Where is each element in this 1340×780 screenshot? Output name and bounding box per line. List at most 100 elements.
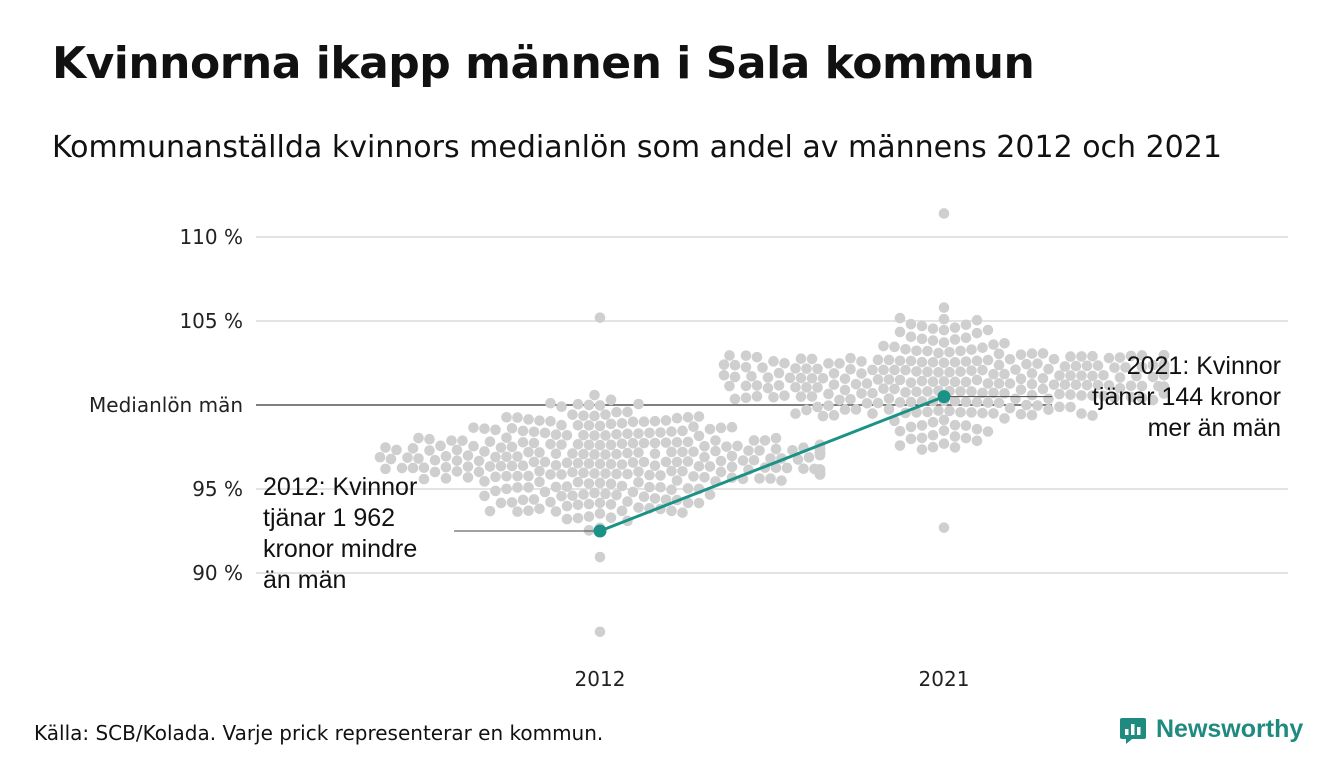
background-dot-2012	[572, 398, 584, 410]
background-dot-2012	[550, 448, 562, 460]
background-dot-2012	[682, 483, 694, 494]
background-dot-2012	[501, 451, 512, 463]
background-dot-2021	[1158, 349, 1170, 361]
background-dot-2021	[839, 373, 851, 385]
background-dot-2012	[682, 456, 694, 467]
background-dot-2012	[572, 457, 584, 469]
background-dot-2021	[911, 386, 922, 398]
background-dot-2021	[1065, 351, 1076, 362]
background-dot-2012	[600, 449, 611, 460]
background-dot-2021	[1015, 373, 1027, 385]
background-dot-2021	[944, 366, 955, 378]
y-tick-label: 110 %	[179, 225, 243, 249]
background-dot-2012	[572, 476, 584, 488]
background-dot-2021	[751, 391, 763, 402]
background-dot-2021	[927, 356, 939, 368]
background-dot-2012	[413, 453, 424, 464]
background-dot-2012	[715, 455, 727, 467]
background-dot-2021	[949, 442, 961, 453]
background-dot-2021	[949, 419, 961, 431]
background-dot-2012	[710, 435, 721, 446]
background-dot-2021	[1043, 404, 1054, 415]
background-dot-2021	[938, 522, 950, 533]
background-dot-2021	[1092, 379, 1104, 391]
background-dot-2012	[688, 421, 699, 432]
background-dot-2012	[435, 440, 446, 452]
background-dot-2012	[605, 394, 617, 406]
background-dot-2012	[561, 429, 573, 441]
background-dot-2021	[966, 386, 977, 397]
background-dot-2021	[922, 366, 933, 378]
background-dot-2012	[561, 513, 573, 525]
annotation-2012-line: än män	[263, 566, 346, 594]
background-dot-2021	[740, 392, 752, 404]
background-dot-2012	[440, 461, 452, 473]
background-dot-2012	[418, 462, 430, 474]
background-dot-2021	[955, 366, 966, 377]
background-dot-2021	[911, 345, 922, 357]
background-dot-2012	[638, 456, 650, 468]
background-dot-2021	[894, 374, 906, 386]
background-dot-2012	[787, 444, 798, 456]
background-dot-2012	[633, 476, 644, 488]
background-dot-2012	[523, 414, 534, 425]
background-dot-2021	[806, 391, 818, 402]
background-dot-2021	[1076, 370, 1087, 381]
background-dot-2021	[922, 345, 933, 357]
background-dot-2021	[872, 397, 884, 409]
background-dot-2012	[671, 456, 683, 468]
background-dot-2012	[611, 406, 622, 418]
background-dot-2021	[856, 388, 867, 399]
background-dot-2021	[977, 342, 988, 354]
background-dot-2012	[556, 490, 567, 502]
background-dot-2012	[506, 460, 518, 472]
background-dot-2021	[1136, 350, 1148, 361]
background-dot-2012	[611, 428, 622, 440]
background-dot-2021	[894, 440, 906, 451]
background-dot-2012	[451, 466, 463, 477]
background-dot-2021	[812, 382, 823, 393]
background-dot-2012	[556, 439, 567, 450]
background-dot-2021	[1131, 370, 1142, 382]
background-dot-2021	[1125, 350, 1137, 362]
background-dot-2021	[916, 420, 928, 431]
background-dot-2012	[611, 489, 622, 501]
background-dot-2021	[1103, 380, 1115, 391]
background-dot-2012	[594, 626, 606, 638]
background-dot-2012	[451, 444, 463, 456]
background-dot-2021	[971, 355, 983, 367]
background-dot-2021	[729, 359, 741, 371]
background-dot-2021	[911, 366, 922, 377]
brand-name: Newsworthy	[1156, 715, 1304, 743]
background-dot-2021	[1065, 389, 1076, 400]
background-dot-2021	[977, 387, 988, 399]
background-dot-2021	[740, 380, 752, 392]
background-dot-2012	[550, 506, 562, 517]
background-dot-2021	[845, 363, 856, 375]
background-dot-2012	[715, 466, 727, 478]
background-dot-2021	[894, 397, 906, 408]
background-dot-2012	[589, 449, 600, 460]
background-dot-2012	[512, 451, 523, 462]
background-dot-2021	[960, 356, 972, 367]
background-dot-2021	[988, 368, 999, 380]
background-dot-2021	[1125, 391, 1137, 403]
background-dot-2021	[905, 318, 917, 330]
background-dot-2012	[589, 430, 600, 441]
background-dot-2021	[1032, 358, 1043, 369]
background-dot-2021	[1147, 359, 1159, 371]
background-dot-2021	[1015, 349, 1027, 360]
background-dot-2012	[495, 497, 507, 509]
background-dot-2012	[539, 456, 551, 468]
background-dot-2021	[999, 387, 1010, 399]
background-dot-2021	[1065, 370, 1076, 381]
background-dot-2021	[1158, 388, 1170, 399]
background-dot-2012	[572, 499, 584, 511]
background-dot-2012	[567, 490, 578, 502]
background-dot-2021	[751, 380, 763, 391]
background-dot-2012	[501, 470, 512, 482]
background-dot-2021	[839, 404, 851, 415]
background-dot-2012	[561, 481, 573, 492]
background-dot-2012	[605, 458, 617, 470]
background-dot-2021	[773, 367, 785, 379]
